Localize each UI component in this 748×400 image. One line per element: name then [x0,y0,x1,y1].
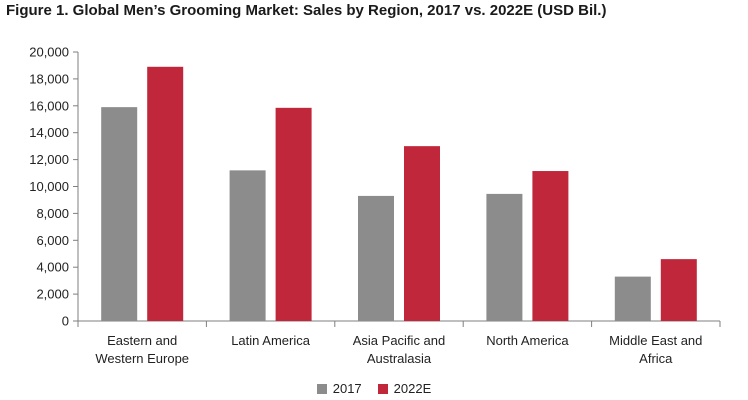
legend-swatch-2022e [377,383,388,394]
legend-item-2017: 2017 [316,381,362,396]
y-tick-label: 18,000 [29,71,69,86]
y-tick-label: 14,000 [29,125,69,140]
bar-2017-1 [229,170,266,321]
x-tick-label: Middle East and [609,333,702,348]
x-tick-label: Africa [639,351,673,366]
x-tick-label: Western Europe [95,351,189,366]
y-tick-label: 12,000 [29,152,69,167]
y-tick-label: 6,000 [36,233,69,248]
y-tick-label: 8,000 [36,206,69,221]
bar-2022e-1 [275,107,312,321]
y-tick-label: 4,000 [36,260,69,275]
bar-2022e-4 [660,259,697,321]
bar-chart: 0 2,000 4,000 6,000 8,000 10,000 12,000 14,000 1… [29,45,721,366]
x-tick-label: North America [486,333,569,348]
bar-2017-0 [101,107,138,322]
bar-2022e-3 [532,171,569,321]
y-tick-label: 20,000 [29,45,69,60]
x-tick-label: Asia Pacific and [353,333,446,348]
chart-legend: 2017 2022E [0,381,748,396]
legend-label-2022e: 2022E [393,381,432,396]
y-tick-label: 16,000 [29,98,69,113]
y-tick-label: 2,000 [36,287,69,302]
bar-2022e-2 [404,146,440,321]
y-tick-label: 10,000 [29,179,69,194]
legend-swatch-2017 [316,383,327,394]
x-tick-label: Latin America [231,333,311,348]
x-tick-label: Australasia [367,351,432,366]
y-tick-label: 0 [62,314,69,329]
bar-2022e-0 [147,66,184,321]
legend-label-2017: 2017 [332,381,362,396]
legend-item-2022e: 2022E [377,381,432,396]
bar-2017-3 [486,193,523,321]
chart-title: Figure 1. Global Men’s Grooming Market: … [6,2,607,19]
bar-2017-2 [358,195,394,321]
x-tick-label: Eastern and [107,333,177,348]
bar-2017-4 [614,276,651,321]
